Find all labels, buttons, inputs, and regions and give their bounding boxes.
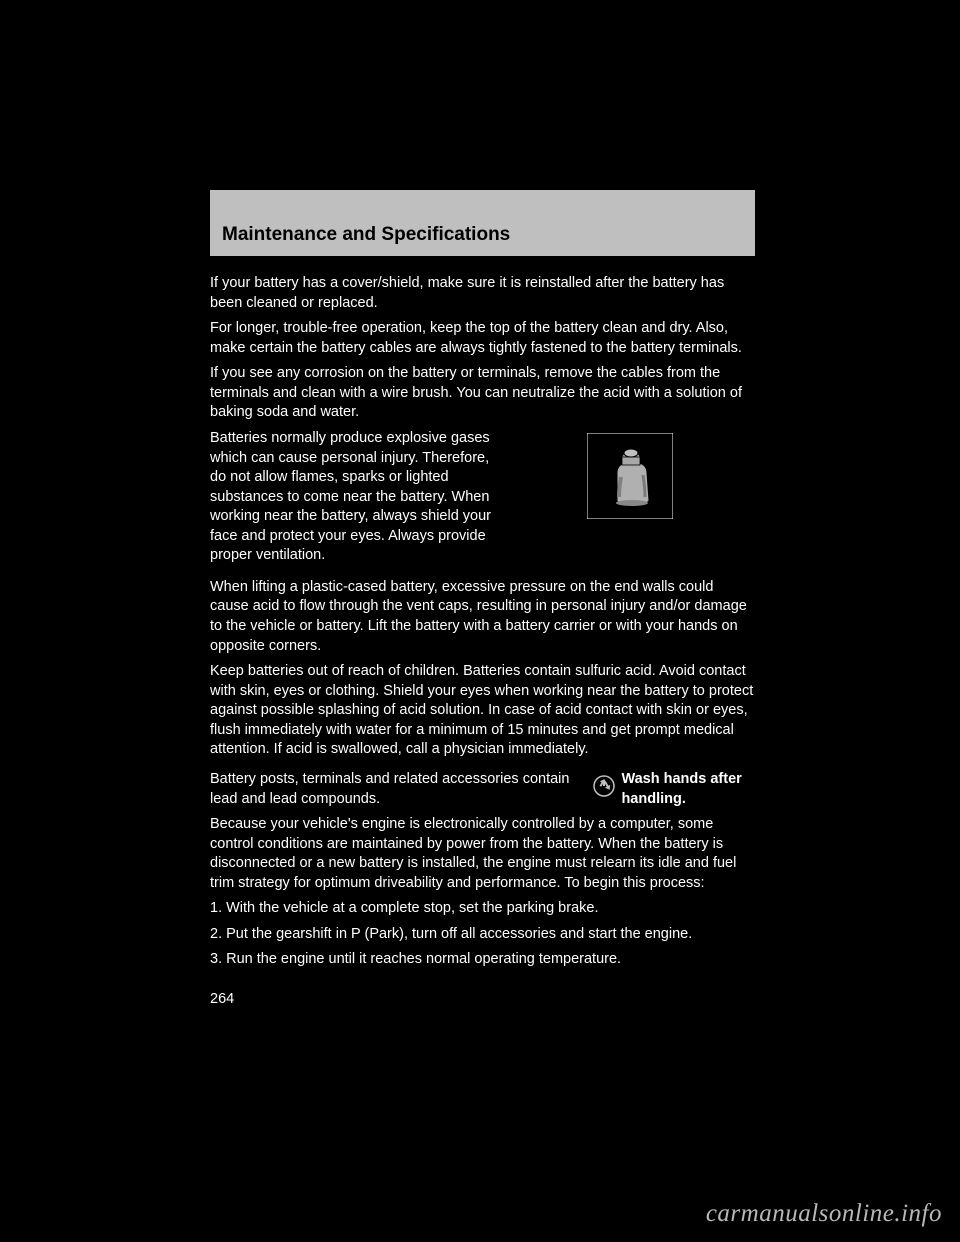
recycle-icon [593, 775, 615, 804]
paragraph: Because your vehicle's engine is electro… [210, 815, 755, 893]
section-header-title: Maintenance and Specifications [222, 224, 510, 246]
watermark-text: carmanualsonline.info [706, 1200, 942, 1228]
recycle-row: Battery posts, terminals and related acc… [210, 770, 755, 809]
page-number: 264 [210, 990, 755, 1010]
paragraph: Keep batteries out of reach of children.… [210, 662, 755, 760]
paragraph: Batteries normally produce explosive gas… [210, 429, 494, 566]
wash-hands-text: Wash hands after handling. [615, 770, 755, 809]
battery-warning-row: Batteries normally produce explosive gas… [210, 429, 755, 572]
section-header-bar: Maintenance and Specifications [210, 190, 755, 256]
step-item: 2. Put the gearshift in P (Park), turn o… [210, 925, 755, 945]
battery-warning-text: Batteries normally produce explosive gas… [210, 429, 504, 572]
battery-illustration [504, 429, 755, 519]
content-area: If your battery has a cover/shield, make… [210, 256, 755, 1010]
paragraph: If you see any corrosion on the battery … [210, 364, 755, 423]
page-container: Maintenance and Specifications If your b… [210, 190, 755, 1010]
battery-icon [587, 433, 673, 519]
step-item: 1. With the vehicle at a complete stop, … [210, 899, 755, 919]
recycle-text: Battery posts, terminals and related acc… [210, 770, 593, 809]
paragraph: When lifting a plastic-cased battery, ex… [210, 578, 755, 656]
step-item: 3. Run the engine until it reaches norma… [210, 950, 755, 970]
paragraph: If your battery has a cover/shield, make… [210, 274, 755, 313]
paragraph: For longer, trouble-free operation, keep… [210, 319, 755, 358]
